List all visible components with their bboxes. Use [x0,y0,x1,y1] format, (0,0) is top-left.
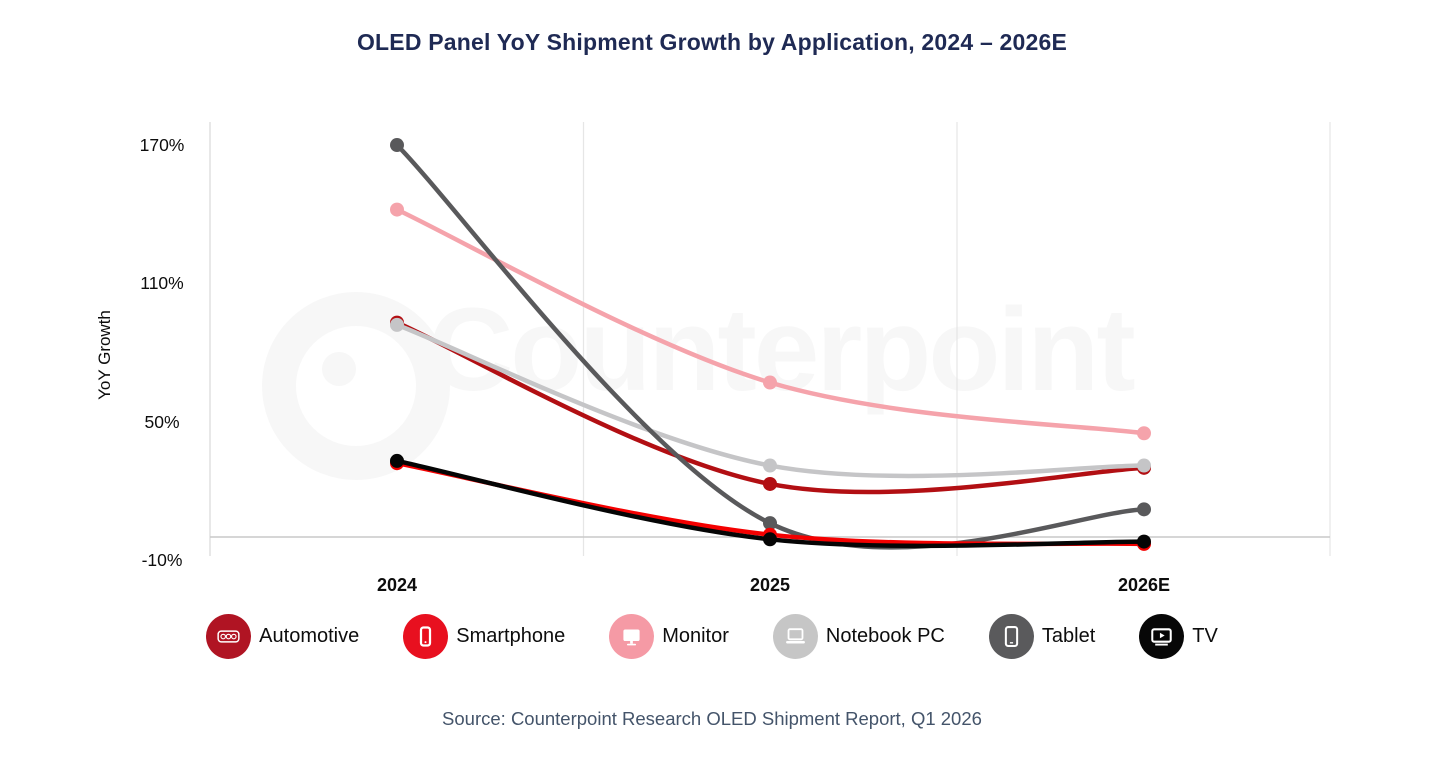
x-tick-label-2026e: 2026E [1117,575,1171,595]
counterpoint-logo-watermark [262,292,450,480]
monitor-icon [609,614,655,659]
legend-item-tv: TV [1139,614,1218,659]
laptop-icon [772,614,818,659]
watermark-text: Counterpoint [428,284,1136,416]
counterpoint-logo-dot [322,352,356,386]
legend-item-smartphone: Smartphone [403,614,565,659]
x-tick-label-2025: 2025 [749,575,791,595]
legend-label: Notebook PC [825,625,945,647]
smartphone-icon [403,614,449,659]
legend-label: Smartphone [456,625,566,647]
tablet-icon [988,614,1034,659]
legend-label: Tablet [1041,625,1096,647]
y-tick-label: -10% [141,550,183,570]
legend-item-tablet: Tablet [988,614,1096,659]
chart-title: OLED Panel YoY Shipment Growth by Applic… [356,29,1068,55]
source-note: Source: Counterpoint Research OLED Shipm… [442,708,982,729]
y-tick-label: 110% [140,273,184,293]
legend-item-monitor: Monitor [609,614,729,659]
tv-icon [1139,614,1185,659]
car-dashboard-icon [206,614,252,659]
x-tick-label-2024: 2024 [376,575,418,595]
y-tick-label: 50% [144,412,180,432]
legend-item-automotive: Automotive [206,614,359,659]
legend: Automotive Smartphone Monitor [0,614,1424,659]
legend-item-notebook-pc: Notebook PC [772,614,945,659]
y-axis-title: YoY Growth [95,310,114,400]
y-tick-label: 170% [139,135,185,155]
legend-label: Automotive [259,625,360,647]
legend-label: Monitor [662,625,729,647]
legend-label: TV [1192,625,1218,647]
